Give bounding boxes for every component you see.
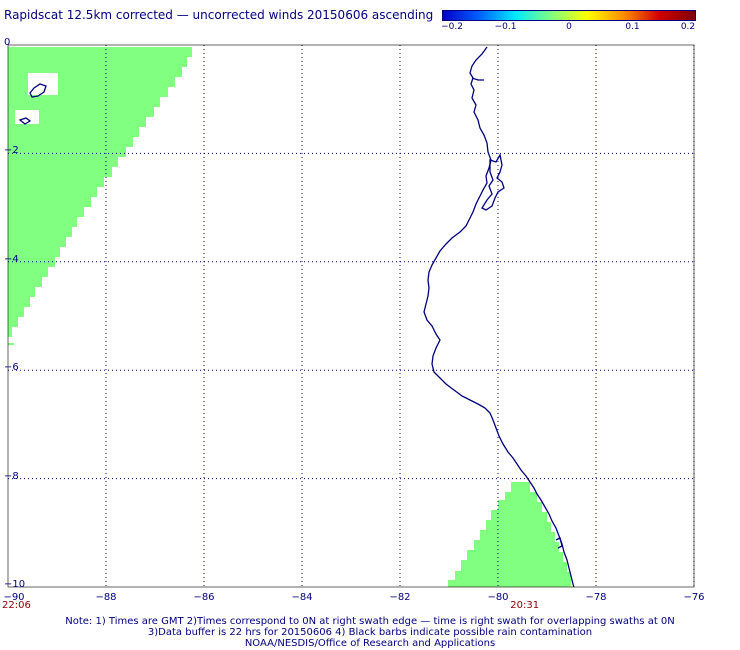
- colorbar-tick-label: −0.1: [494, 22, 517, 32]
- x-tick-label: −80: [487, 592, 509, 603]
- y-tick-label: −6: [4, 362, 19, 374]
- swath-time-label: 20:31: [510, 600, 540, 611]
- x-tick-label: −88: [95, 592, 117, 603]
- swath-gap: [15, 110, 39, 124]
- coastline-mainland: [423, 46, 575, 587]
- y-tick-label: −8: [4, 470, 19, 482]
- plot-frame: [7, 44, 695, 588]
- colorbar: [442, 10, 696, 21]
- swath-time-label: 22:06: [2, 600, 31, 611]
- x-tick-label: −86: [193, 592, 215, 603]
- x-tick-label: −84: [291, 592, 313, 603]
- colorbar-tick-label: −0.2: [441, 22, 463, 32]
- swath-right: [448, 482, 571, 587]
- x-tick-label: −78: [585, 592, 607, 603]
- note-line-3: NOAA/NESDIS/Office of Research and Appli…: [244, 638, 496, 649]
- coastline-small-bay: [555, 537, 563, 549]
- coastline: [18, 46, 575, 587]
- note-line-1: Note: 1) Times are GMT 2)Times correspon…: [65, 616, 675, 627]
- x-tick-label: −90: [3, 592, 25, 603]
- y-tick-label: 0: [4, 37, 11, 48]
- island-2: [18, 117, 32, 125]
- colorbar-tick-label: 0.1: [625, 22, 640, 32]
- swath-gap: [28, 73, 58, 95]
- map-title: Rapidscat 12.5km corrected — uncorrected…: [4, 8, 434, 22]
- y-tick-label: −10: [4, 579, 26, 590]
- note-line-2: 3)Data buffer is 22 hrs for 20150606 4) …: [147, 627, 593, 638]
- x-tick-label: −76: [683, 592, 705, 603]
- y-tick-label: −4: [4, 253, 19, 265]
- y-tick-label: −2: [4, 145, 19, 157]
- swath-left: [8, 47, 192, 345]
- colorbar-tick-label: 0: [566, 22, 572, 32]
- x-tick-label: −82: [389, 592, 411, 603]
- coastline-gulf: [481, 153, 505, 211]
- island-1: [29, 83, 47, 98]
- coastline-river: [471, 77, 484, 81]
- colorbar-tick-label: 0.2: [680, 22, 696, 32]
